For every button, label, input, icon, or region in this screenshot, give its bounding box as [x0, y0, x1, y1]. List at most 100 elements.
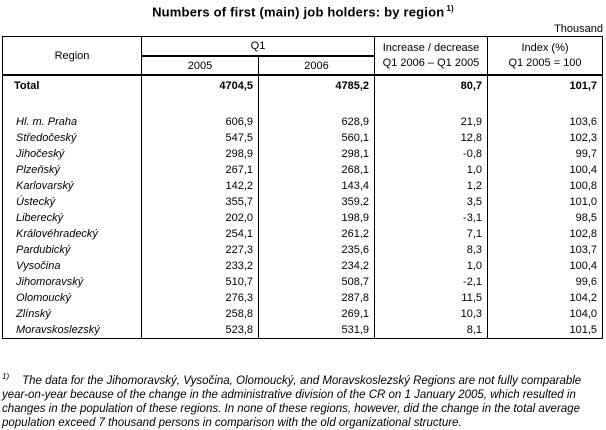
increase-cell: -3,1: [374, 210, 488, 227]
table-row: Moravskoslezský 523,8 531,9 8,1 101,5: [2, 322, 603, 339]
q1-2006-cell: 234,2: [258, 258, 375, 275]
regions-table: Region Q1 Increase / decrease Q1 2006 – …: [2, 36, 603, 340]
table-row: Olomoucký 276,3 287,8 11,5 104,2: [2, 290, 603, 307]
q1-2005-cell: 227,3: [141, 242, 259, 259]
increase-cell: -0,8: [374, 146, 488, 163]
q1-2005-cell: 606,9: [141, 114, 259, 131]
header-increase-line1: Increase / decrease: [382, 41, 480, 54]
increase-cell: 10,3: [374, 306, 488, 323]
region-name-cell: Středočeský: [2, 130, 142, 147]
table-row: Jihočeský 298,9 298,1 -0,8 99,7: [2, 146, 603, 163]
header-region: Region: [2, 36, 142, 76]
q1-2005-cell: 276,3: [141, 290, 259, 307]
increase-cell: [374, 96, 488, 115]
index-cell: 99,6: [487, 274, 603, 291]
q1-2005-cell: 510,7: [141, 274, 259, 291]
table-row: Vysočina 233,2 234,2 1,0 100,4: [2, 258, 603, 275]
q1-2005-cell: 202,0: [141, 210, 259, 227]
region-name-cell: Karlovarský: [2, 178, 142, 195]
table-row: Královéhradecký 254,1 261,2 7,1 102,8: [2, 226, 603, 243]
header-q1-group: Q1: [141, 36, 375, 58]
header-index-line1: Index (%): [521, 41, 569, 54]
q1-2006-cell: 287,8: [258, 290, 375, 307]
q1-2006-cell: 4785,2: [258, 75, 375, 97]
region-name-cell: Královéhradecký: [2, 226, 142, 243]
region-name-cell: Vysočina: [2, 258, 142, 275]
increase-cell: -2,1: [374, 274, 488, 291]
q1-2006-cell: 359,2: [258, 194, 375, 211]
region-name-cell: Zlínský: [2, 306, 142, 323]
index-cell: [487, 96, 603, 115]
index-cell: 102,3: [487, 130, 603, 147]
region-name-cell: Total: [2, 75, 142, 97]
q1-2005-cell: 298,9: [141, 146, 259, 163]
table-row: Jihomoravský 510,7 508,7 -2,1 99,6: [2, 274, 603, 291]
header-index: Index (%) Q1 2005 = 100: [487, 36, 603, 76]
index-cell: 104,2: [487, 290, 603, 307]
q1-2005-cell: 267,1: [141, 162, 259, 179]
table-row: Total 4704,5 4785,2 80,7 101,7: [2, 75, 603, 97]
header-increase-line2: Q1 2006 – Q1 2005: [382, 56, 480, 69]
q1-2005-cell: 355,7: [141, 194, 259, 211]
q1-2006-cell: [258, 96, 375, 115]
q1-2006-cell: 628,9: [258, 114, 375, 131]
q1-2005-cell: [141, 96, 259, 115]
q1-2006-cell: 508,7: [258, 274, 375, 291]
q1-2006-cell: 268,1: [258, 162, 375, 179]
increase-cell: 1,0: [374, 162, 488, 179]
increase-cell: 12,8: [374, 130, 488, 147]
q1-2005-cell: 4704,5: [141, 75, 259, 97]
index-cell: 103,6: [487, 114, 603, 131]
q1-2005-cell: 258,8: [141, 306, 259, 323]
q1-2005-cell: 142,2: [141, 178, 259, 195]
index-cell: 101,5: [487, 322, 603, 339]
title-footnote-ref: 1): [446, 4, 454, 13]
table-row: Zlínský 258,8 269,1 10,3 104,0: [2, 306, 603, 323]
increase-cell: 8,1: [374, 322, 488, 339]
page-title: Numbers of first (main) job holders: by …: [0, 0, 606, 19]
increase-cell: 3,5: [374, 194, 488, 211]
increase-cell: 7,1: [374, 226, 488, 243]
region-name-cell: Liberecký: [2, 210, 142, 227]
q1-2006-cell: 531,9: [258, 322, 375, 339]
q1-2006-cell: 269,1: [258, 306, 375, 323]
header-year-2005: 2005: [141, 56, 259, 76]
q1-2006-cell: 143,4: [258, 178, 375, 195]
increase-cell: 80,7: [374, 75, 488, 97]
q1-2006-cell: 198,9: [258, 210, 375, 227]
region-name-cell: Ústecký: [2, 194, 142, 211]
table-row: Liberecký 202,0 198,9 -3,1 98,5: [2, 210, 603, 227]
q1-2006-cell: 560,1: [258, 130, 375, 147]
table-row: Pardubický 227,3 235,6 8,3 103,7: [2, 242, 603, 259]
region-name-cell: [2, 96, 142, 115]
index-cell: 98,5: [487, 210, 603, 227]
q1-2006-cell: 298,1: [258, 146, 375, 163]
table-row: Karlovarský 142,2 143,4 1,2 100,8: [2, 178, 603, 195]
table-header: Region Q1 Increase / decrease Q1 2006 – …: [2, 36, 603, 76]
footnote: 1) The data for the Jihomoravský, Vysočin…: [2, 370, 604, 430]
table-row: Ústecký 355,7 359,2 3,5 101,0: [2, 194, 603, 211]
header-year-2006: 2006: [258, 56, 375, 76]
q1-2006-cell: 261,2: [258, 226, 375, 243]
table-body: Total 4704,5 4785,2 80,7 101,7 Hl. m. Pr…: [2, 75, 603, 339]
index-cell: 100,4: [487, 162, 603, 179]
region-name-cell: Jihomoravský: [2, 274, 142, 291]
table-row: Hl. m. Praha 606,9 628,9 21,9 103,6: [2, 114, 603, 131]
index-cell: 102,8: [487, 226, 603, 243]
region-name-cell: Moravskoslezský: [2, 322, 142, 339]
region-name-cell: Olomoucký: [2, 290, 142, 307]
table-row: Plzeňský 267,1 268,1 1,0 100,4: [2, 162, 603, 179]
index-cell: 103,7: [487, 242, 603, 259]
page-title-text: Numbers of first (main) job holders: by …: [152, 4, 445, 20]
increase-cell: 8,3: [374, 242, 488, 259]
q1-2006-cell: 235,6: [258, 242, 375, 259]
region-name-cell: Plzeňský: [2, 162, 142, 179]
increase-cell: 21,9: [374, 114, 488, 131]
table-row: Středočeský 547,5 560,1 12,8 102,3: [2, 130, 603, 147]
footnote-ref: 1): [2, 372, 10, 382]
increase-cell: 1,2: [374, 178, 488, 195]
index-cell: 101,0: [487, 194, 603, 211]
region-name-cell: Pardubický: [2, 242, 142, 259]
q1-2005-cell: 233,2: [141, 258, 259, 275]
increase-cell: 11,5: [374, 290, 488, 307]
